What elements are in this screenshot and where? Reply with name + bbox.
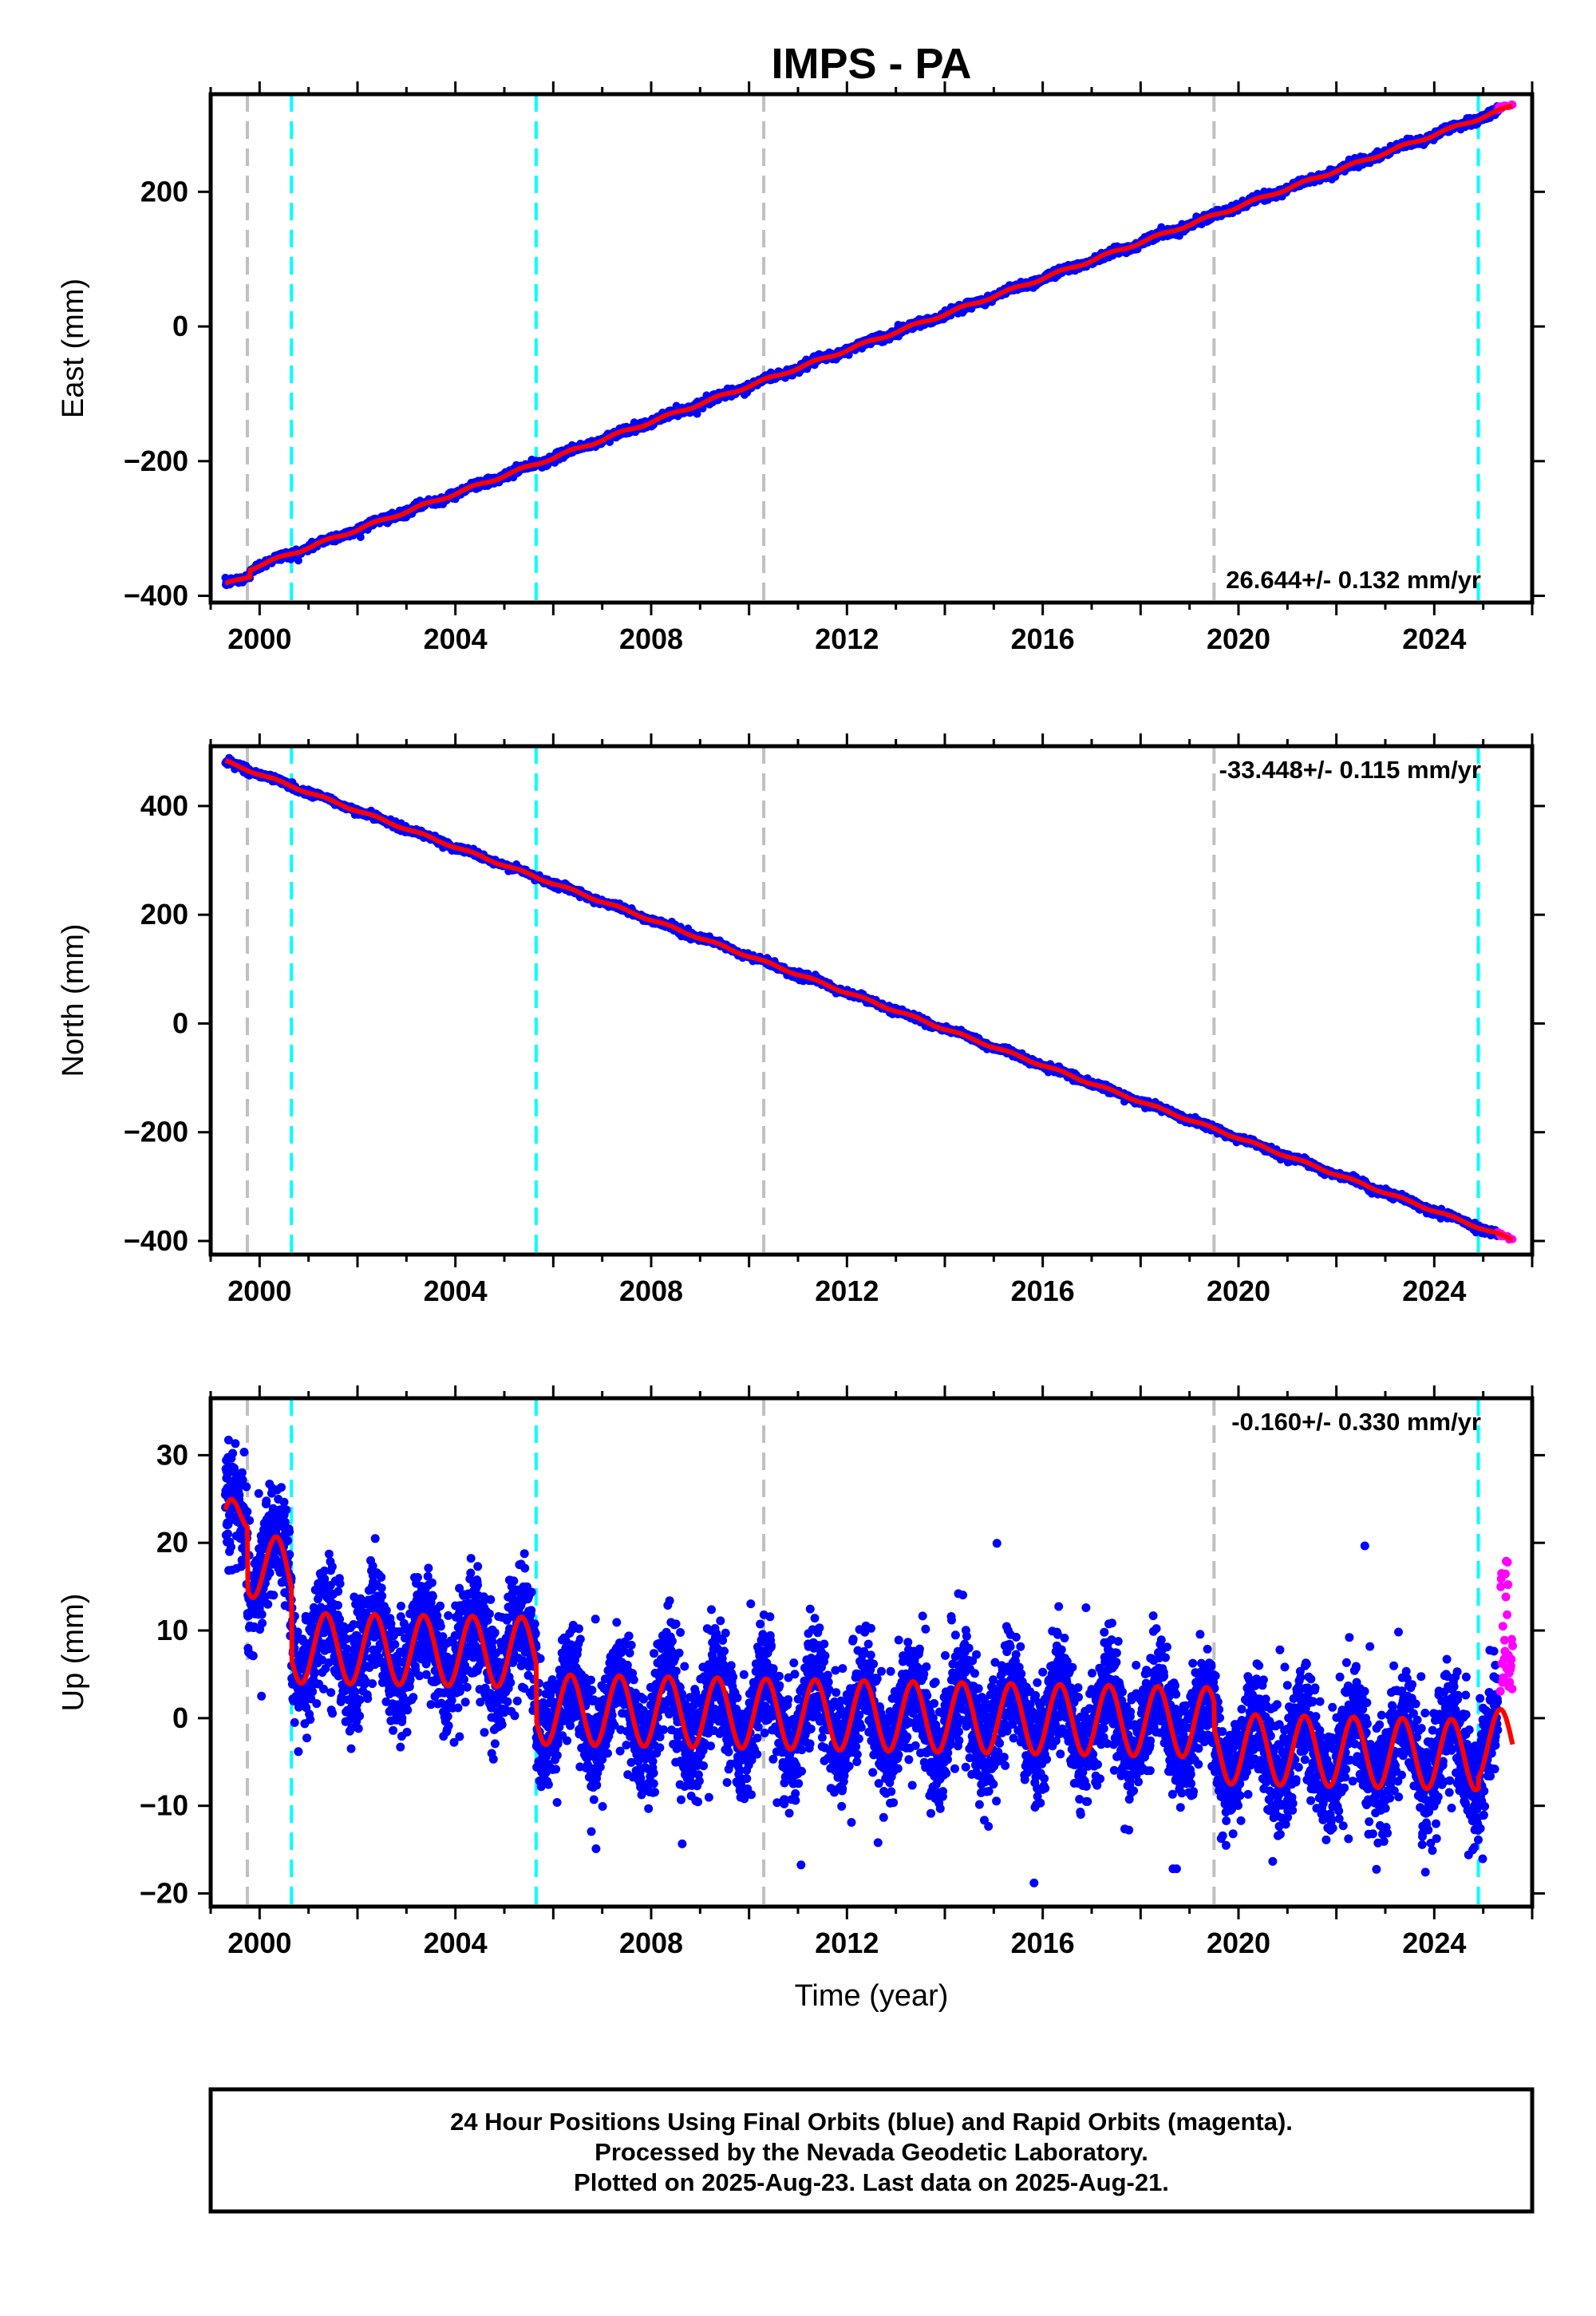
y-tick-label: −200 (124, 445, 188, 477)
x-tick-label: 2016 (1011, 622, 1075, 655)
x-tick-label: 2024 (1402, 622, 1466, 655)
final-orbit-point (356, 533, 365, 541)
chart-title: IMPS - PA (771, 40, 971, 88)
x-tick-label: 2012 (815, 622, 879, 655)
x-tick-label: 2004 (424, 622, 488, 655)
final-orbit-point (294, 556, 302, 565)
plot-area (221, 94, 1517, 603)
plot-area (221, 746, 1517, 1255)
east-panel: 2000 2004 2008 2012 2016 2020 2024 −400 −200 0 200… (57, 81, 1545, 655)
y-tick-label: −400 (124, 579, 188, 612)
x-tick-label: 2008 (619, 622, 683, 655)
north-panel: 2000 2004 2008 2012 2016 2020 2024−400−2000200… (57, 733, 1545, 1307)
rate-label: 26.644+/- 0.132 mm/yr (1226, 566, 1481, 594)
y-axis-label: East (mm) (57, 279, 90, 418)
x-tick-label: 2020 (1207, 622, 1270, 655)
y-tick-label: 200 (140, 175, 188, 207)
x-tick-label: 2000 (227, 622, 291, 655)
y-tick-label: 0 (172, 310, 188, 342)
